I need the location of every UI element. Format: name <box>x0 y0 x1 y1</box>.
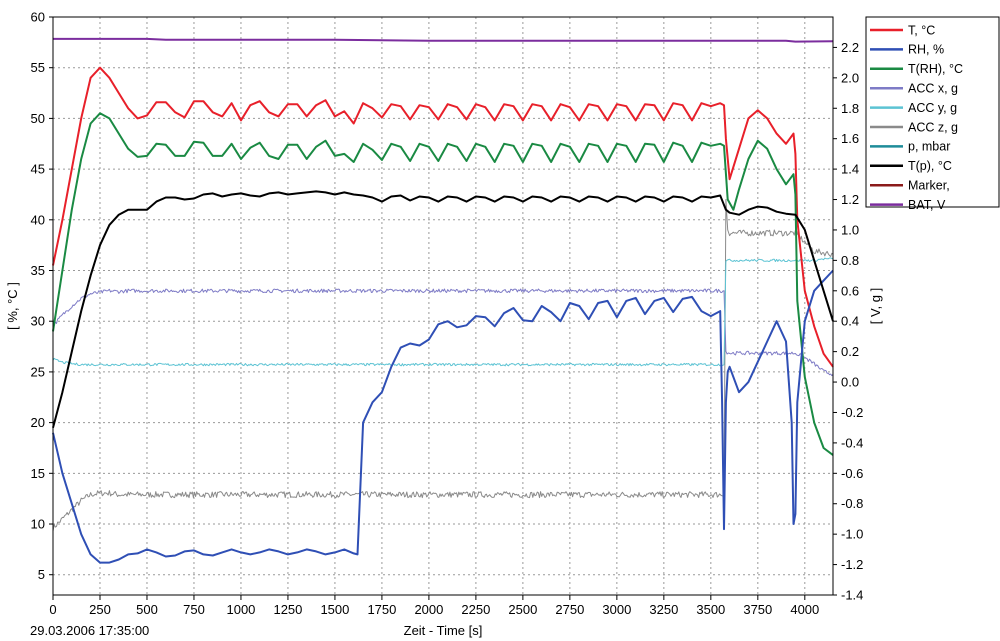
series-line-bat-v <box>53 37 834 43</box>
grid <box>53 17 833 595</box>
y-left-tick-label: 40 <box>31 212 45 227</box>
x-tick-label: 2250 <box>461 602 490 617</box>
legend-entry-label: Marker, <box>908 179 950 193</box>
y-left-tick-label: 15 <box>31 466 45 481</box>
series-line-t-c <box>52 66 834 368</box>
legend-entry-label: ACC x, g <box>908 82 958 96</box>
y-right-tick-label: 0.6 <box>841 283 859 298</box>
x-tick-label: 3500 <box>696 602 725 617</box>
y-left-tick-label: 60 <box>31 10 45 25</box>
x-tick-label: 2500 <box>508 602 537 617</box>
y-right-tick-label: 0.2 <box>841 344 859 359</box>
y-left-tick-label: 5 <box>38 567 45 582</box>
legend-entry-label: ACC z, g <box>908 120 958 134</box>
x-tick-label: 250 <box>89 602 111 617</box>
x-tick-label: 0 <box>49 602 56 617</box>
start-timestamp: 29.03.2006 17:35:00 <box>30 623 149 638</box>
y-left-tick-label: 10 <box>31 517 45 532</box>
y-right-tick-label: -0.2 <box>841 405 863 420</box>
y-right-tick-label: -0.6 <box>841 466 863 481</box>
x-tick-label: 1500 <box>320 602 349 617</box>
series-line-t-p-c <box>52 190 834 428</box>
y-right-tick-label: -0.8 <box>841 496 863 511</box>
x-axis: 0 250 500 750 1000 1250 1500 1750 2000 2250 2500 27… <box>49 595 819 617</box>
y-left-tick-label: 25 <box>31 364 45 379</box>
series-layer <box>52 37 834 564</box>
x-tick-label: 2750 <box>555 602 584 617</box>
x-tick-label: 1750 <box>367 602 396 617</box>
y-axis-right-label: [ V, g ] <box>868 288 883 324</box>
legend-entry-label: RH, % <box>908 43 944 57</box>
y-right-tick-label: -1.2 <box>841 557 863 572</box>
y-right-tick-label: 2.0 <box>841 70 859 85</box>
legend: T, °C RH, % T(RH), °C ACC x, g ACC y, g ACC z… <box>865 16 1000 212</box>
legend-entry-label: T, °C <box>908 23 935 37</box>
x-tick-label: 1000 <box>226 602 255 617</box>
series-line-rh <box>52 269 834 564</box>
legend-entry-label: T(RH), °C <box>908 62 963 76</box>
y-right-tick-label: 1.6 <box>841 131 859 146</box>
y-left-tick-label: 35 <box>31 263 45 278</box>
legend-entry-label: p, mbar <box>908 140 950 154</box>
legend-entry-label: T(p), °C <box>908 159 952 173</box>
y-left-tick-label: 30 <box>31 314 45 329</box>
y-axis-right: -1.4 -1.2 -1.0 -0.8 -0.6 -0.4 -0.2 0.0 0.2 0.4 0.6… <box>833 40 863 603</box>
y-right-tick-label: 1.2 <box>841 192 859 207</box>
x-tick-label: 3750 <box>743 602 772 617</box>
y-left-tick-label: 55 <box>31 60 45 75</box>
y-right-tick-label: 1.0 <box>841 222 859 237</box>
x-tick-label: 3000 <box>602 602 631 617</box>
y-right-tick-label: 0.8 <box>841 253 859 268</box>
x-tick-label: 4000 <box>790 602 819 617</box>
y-right-tick-label: 1.8 <box>841 101 859 116</box>
x-tick-label: 2000 <box>414 602 443 617</box>
y-axis-left: 5 10 15 20 25 30 35 40 45 50 55 60 <box>31 10 53 582</box>
series-line-acc-x-g <box>52 288 834 377</box>
y-right-tick-label: -0.4 <box>841 435 863 450</box>
x-tick-label: 750 <box>183 602 205 617</box>
y-right-tick-label: 2.2 <box>841 40 859 55</box>
y-right-tick-label: 0.4 <box>841 314 859 329</box>
plot-frame <box>52 16 834 596</box>
series-line-acc-y-g <box>52 257 834 367</box>
x-axis-label: Zeit - Time [s] <box>404 623 483 638</box>
y-right-tick-label: 1.4 <box>841 162 859 177</box>
y-axis-left-label: [ %, °C ] <box>5 282 20 330</box>
x-tick-label: 3250 <box>649 602 678 617</box>
y-right-tick-label: 0.0 <box>841 375 859 390</box>
x-tick-label: 1250 <box>273 602 302 617</box>
y-left-tick-label: 50 <box>31 111 45 126</box>
series-line-t-rh-c <box>52 112 834 456</box>
y-right-tick-label: -1.0 <box>841 527 863 542</box>
y-left-tick-label: 20 <box>31 415 45 430</box>
legend-entry-label: ACC y, g <box>908 101 957 115</box>
legend-entry-label: BAT, V <box>908 198 946 212</box>
y-left-tick-label: 45 <box>31 162 45 177</box>
x-tick-label: 500 <box>136 602 158 617</box>
y-right-tick-label: -1.4 <box>841 588 863 603</box>
series-line-acc-z-g <box>52 199 834 532</box>
